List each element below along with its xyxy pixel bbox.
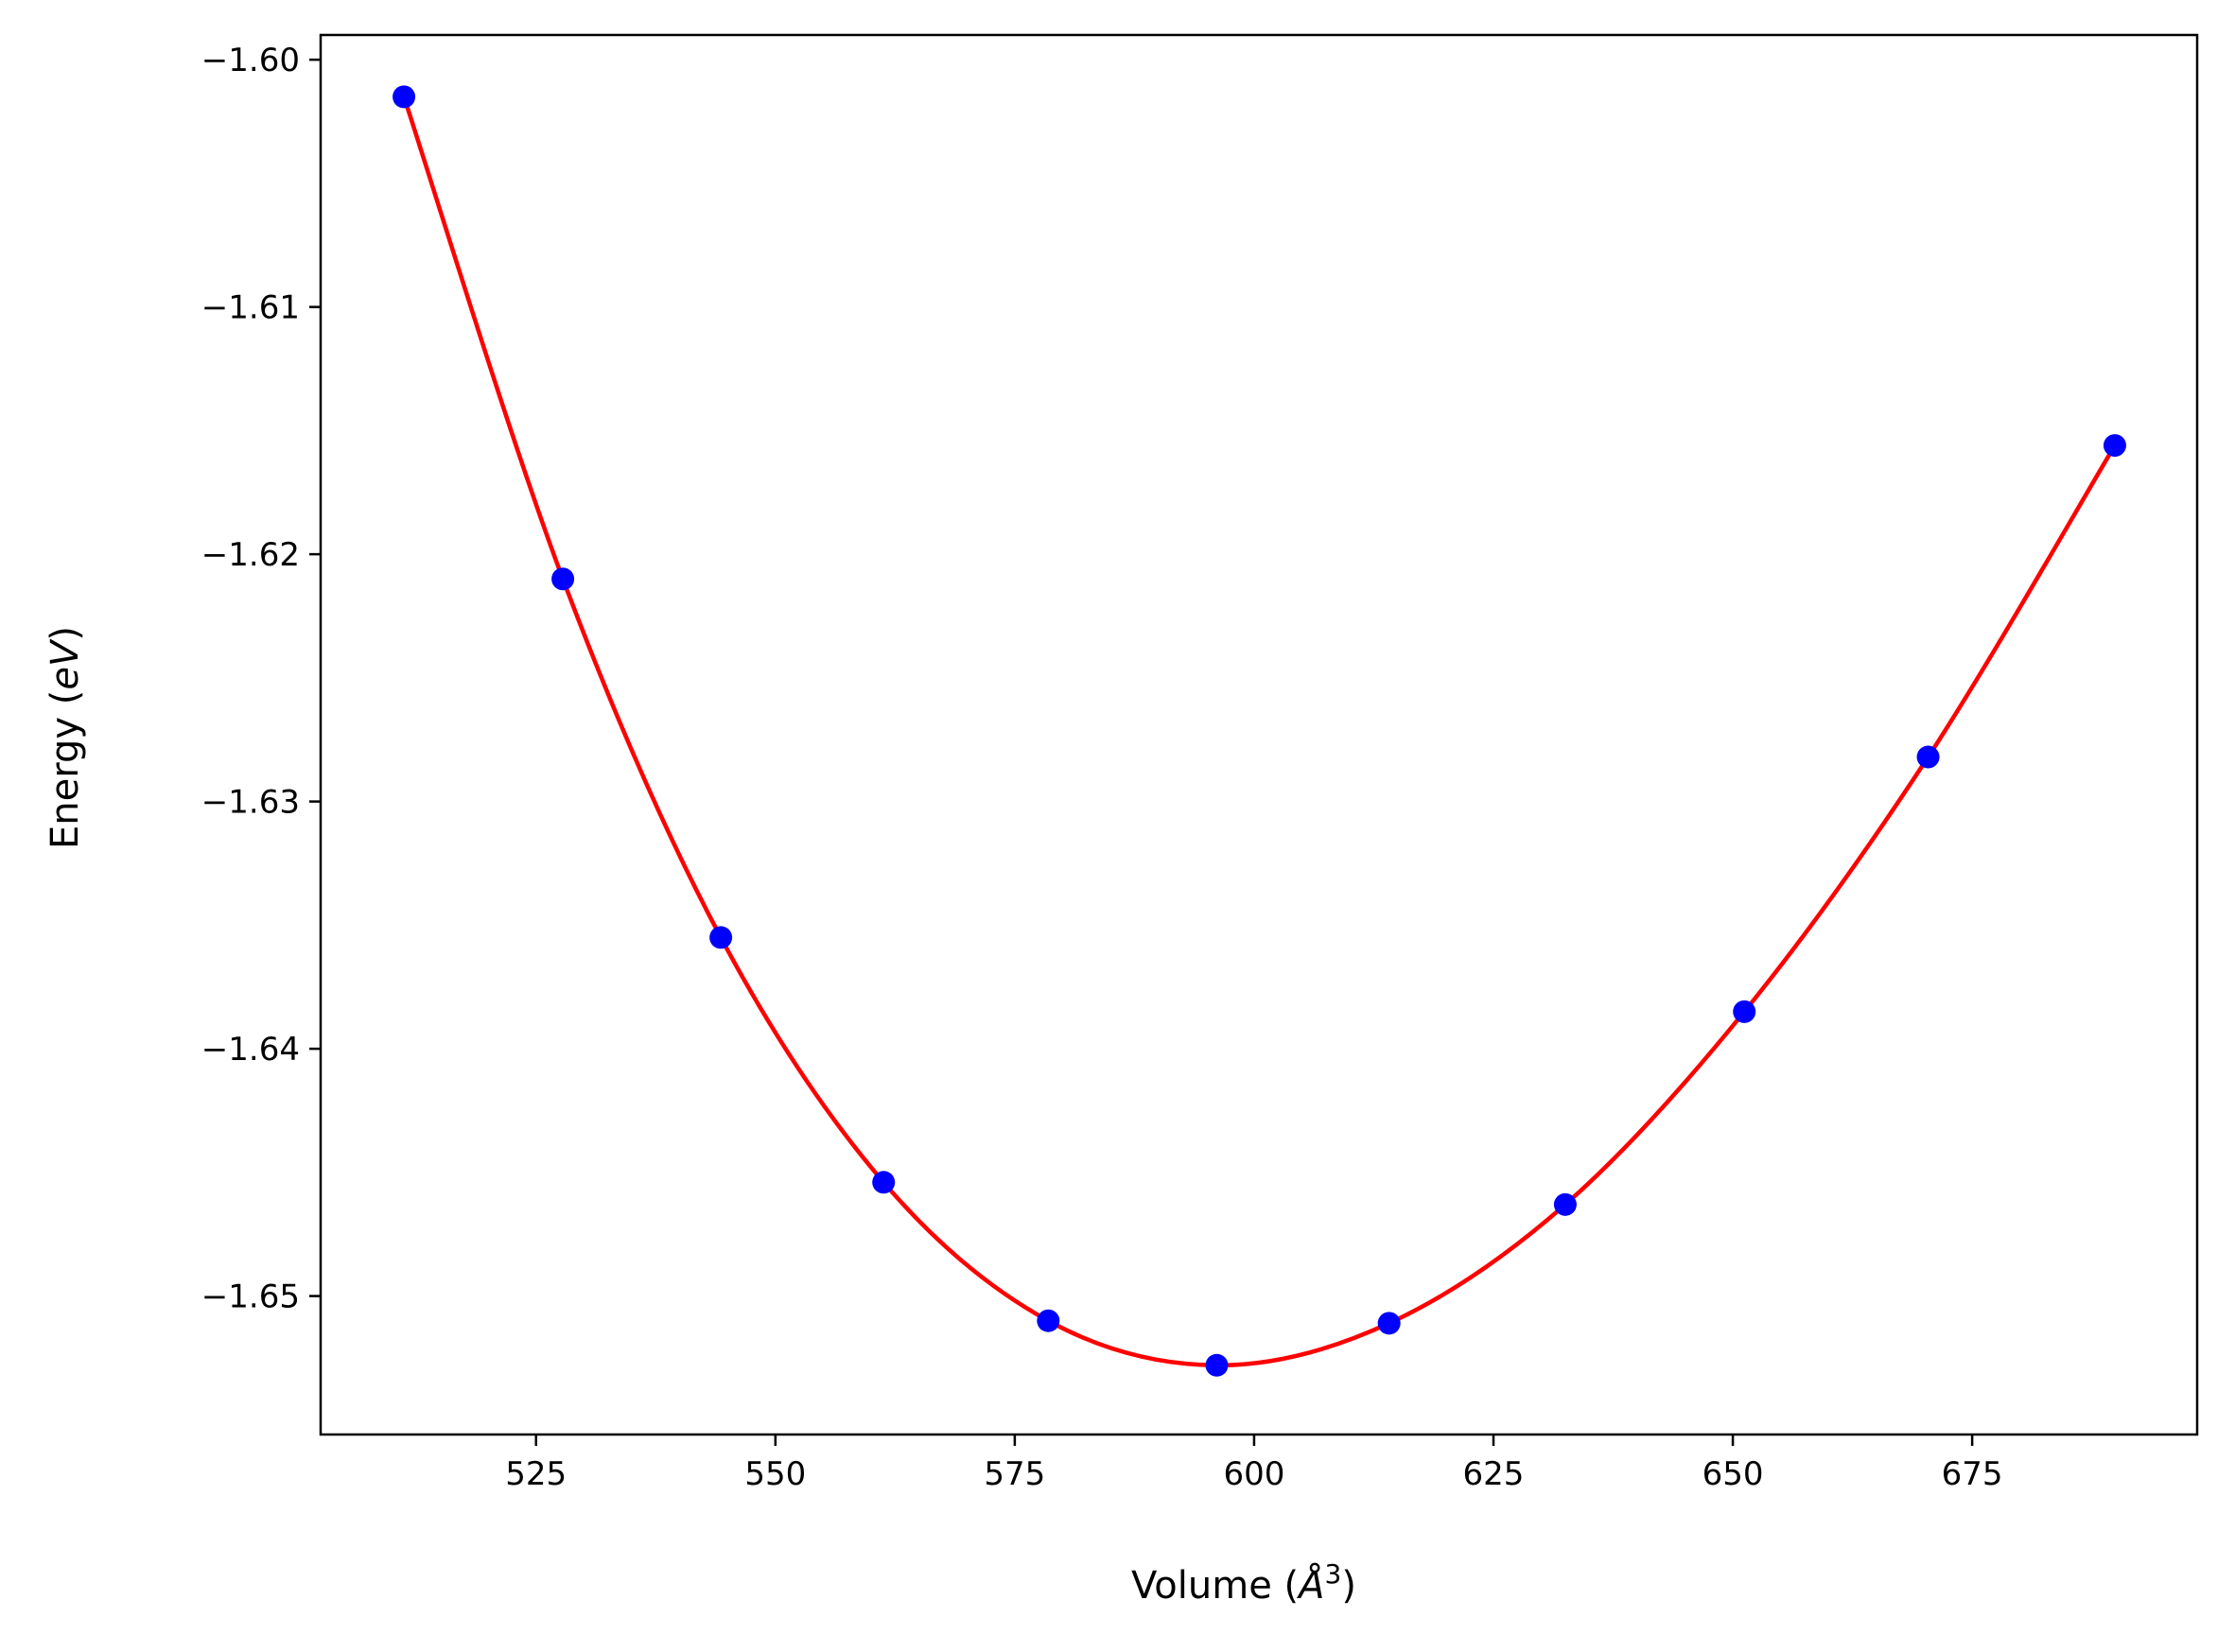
data-point <box>1553 1192 1577 1216</box>
data-point <box>551 567 575 591</box>
y-tick-label: −1.62 <box>201 536 300 574</box>
x-tick-label: 600 <box>1223 1455 1284 1493</box>
data-point <box>1037 1309 1060 1332</box>
data-point <box>1205 1353 1229 1377</box>
x-tick-label: 575 <box>984 1455 1045 1493</box>
data-point <box>1916 745 1940 769</box>
data-point <box>709 926 733 949</box>
y-tick-label: −1.64 <box>201 1031 300 1069</box>
x-tick-label: 650 <box>1702 1455 1764 1493</box>
data-point <box>2103 434 2126 458</box>
y-tick-label: −1.63 <box>201 784 300 822</box>
fit-curve <box>401 95 2118 1368</box>
x-tick-label: 550 <box>744 1455 806 1493</box>
data-point <box>1377 1312 1401 1335</box>
data-point <box>393 85 416 109</box>
y-axis-ticks: −1.60 −1.61 −1.62 −1.63 −1.64 −1.65 <box>201 42 321 1316</box>
data-point <box>1733 1000 1756 1023</box>
y-axis-label: Energy (eV) <box>44 626 87 849</box>
data-point <box>872 1171 896 1194</box>
x-tick-label: 675 <box>1942 1455 2003 1493</box>
x-tick-label: 525 <box>505 1455 567 1493</box>
y-tick-label: −1.61 <box>201 289 300 327</box>
x-axis-ticks: 525 550 575 600 625 650 675 <box>505 1435 2003 1493</box>
y-tick-label: −1.65 <box>201 1278 300 1316</box>
data-points-layer <box>393 85 2126 1377</box>
x-tick-label: 625 <box>1463 1455 1525 1493</box>
fit-curve-layer <box>401 95 2118 1368</box>
x-axis-label: Volume (Å3) <box>1131 1558 1356 1609</box>
y-tick-label: −1.60 <box>201 42 300 79</box>
plot-frame <box>319 33 2199 1436</box>
